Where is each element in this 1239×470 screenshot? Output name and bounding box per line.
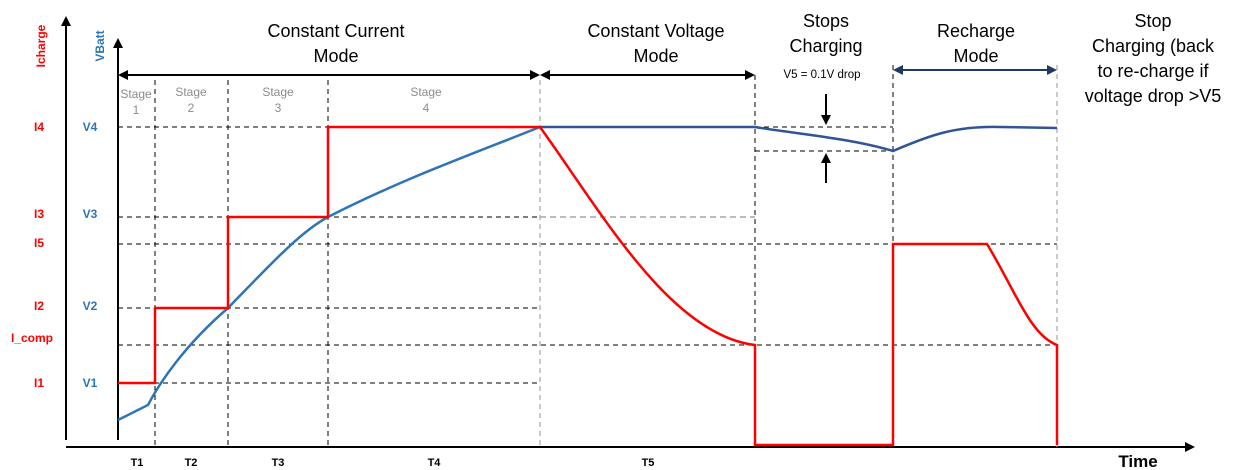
label-i1: I1 — [34, 376, 44, 390]
stop-back-label-line3: to re-charge if — [1097, 61, 1209, 81]
stage-3-number: 3 — [275, 101, 282, 115]
label-i4: I4 — [34, 120, 44, 134]
label-v1: V1 — [83, 376, 98, 390]
stage-3-label: Stage — [262, 85, 294, 99]
cv-mode-label-line1: Constant Voltage — [587, 21, 724, 41]
stop-label-line2: Charging — [789, 36, 862, 56]
horizontal-guides — [118, 126, 1057, 384]
stop-back-label-line4: voltage drop >V5 — [1085, 86, 1222, 106]
charge-current-curve — [118, 125, 1059, 447]
y-axis-voltage-label: VBatt — [93, 30, 107, 61]
stop-back-label-line1: Stop — [1134, 11, 1171, 31]
stage-2-label: Stage — [175, 85, 207, 99]
cc-mode-label-line2: Mode — [313, 46, 358, 66]
label-i-comp: I_comp — [11, 331, 53, 345]
label-i5: I5 — [34, 236, 44, 250]
time-t5: T5 — [642, 457, 655, 469]
label-v3: V3 — [83, 207, 98, 221]
stage-1-label: Stage — [120, 87, 152, 101]
label-v4: V4 — [83, 120, 98, 134]
stop-back-label-line2: Charging (back — [1092, 36, 1215, 56]
time-t4: T4 — [428, 457, 442, 469]
time-t3: T3 — [272, 457, 285, 469]
recharge-label-line1: Recharge — [937, 21, 1015, 41]
time-t1: T1 — [131, 457, 144, 469]
battery-voltage-curve — [117, 125, 541, 422]
stop-label-line1: Stops — [803, 11, 849, 31]
stage-4-number: 4 — [423, 101, 430, 115]
stage-4-label: Stage — [410, 85, 442, 99]
battery-voltage-hold-curve — [540, 125, 1058, 153]
recharge-label-line2: Mode — [953, 46, 998, 66]
label-i3: I3 — [34, 207, 44, 221]
cc-mode-label-line1: Constant Current — [267, 21, 404, 41]
x-axis-label: Time — [1118, 452, 1157, 470]
vertical-guides-gray — [539, 65, 1058, 447]
label-i2: I2 — [34, 299, 44, 313]
cv-mode-label-line2: Mode — [633, 46, 678, 66]
label-v2: V2 — [83, 299, 98, 313]
y-axis-current-label: Icharge — [34, 24, 48, 67]
v5-drop-note: V5 = 0.1V drop — [783, 69, 860, 81]
vertical-guides — [154, 65, 894, 447]
stage-2-number: 2 — [188, 101, 195, 115]
time-t2: T2 — [185, 457, 198, 469]
stage-1-number: 1 — [133, 103, 140, 117]
